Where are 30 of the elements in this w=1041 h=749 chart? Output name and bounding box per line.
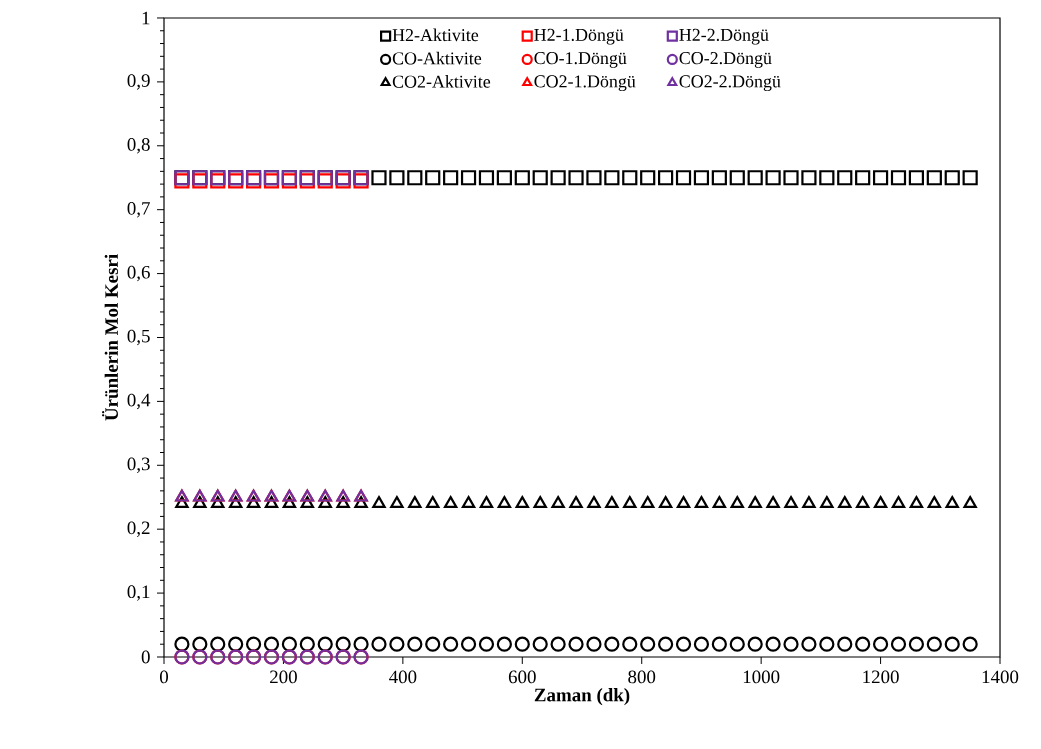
- x-axis-title: Zaman (dk): [534, 688, 630, 706]
- legend-label: CO2-2.Döngü: [679, 75, 781, 92]
- legend-label: CO-Aktivite: [392, 51, 482, 65]
- x-tick-label: 800: [628, 670, 656, 684]
- legend-label: H2-Aktivite: [392, 28, 479, 42]
- y-tick-label: 0,9: [127, 74, 150, 90]
- y-tick-label: 0: [141, 650, 150, 664]
- x-tick-label: 1400: [982, 670, 1019, 684]
- x-tick-label: 1200: [863, 670, 899, 684]
- y-tick-label: 0,8: [127, 138, 150, 154]
- y-tick-label: 1: [142, 11, 150, 25]
- x-tick-label: 400: [389, 670, 417, 684]
- legend-label: H2-1.Döngü: [534, 28, 624, 45]
- y-axis-title: Ürünlerin Mol Kesri: [102, 254, 119, 421]
- x-tick-label: 600: [508, 670, 536, 684]
- y-tick-label: 0,4: [127, 393, 151, 410]
- y-tick-label: 0,7: [127, 201, 150, 218]
- legend-label: CO-2.Döngü: [679, 52, 772, 68]
- x-tick-label: 1000: [743, 670, 780, 684]
- legend-label: CO-1.Döngü: [534, 52, 627, 68]
- y-tick-label: 0,2: [127, 521, 150, 537]
- x-tick-label: 200: [270, 670, 297, 684]
- legend-label: CO2-Aktivite: [392, 75, 491, 88]
- legend-label: H2-2.Döngü: [679, 28, 769, 45]
- y-tick-label: 0,5: [127, 329, 150, 346]
- legend-label: CO2-1.Döngü: [534, 75, 636, 92]
- y-tick-label: 0,6: [127, 265, 150, 282]
- y-tick-label: 0,3: [127, 457, 150, 474]
- y-tick-label: 0,1: [127, 585, 150, 601]
- x-tick-label: 0: [159, 670, 169, 684]
